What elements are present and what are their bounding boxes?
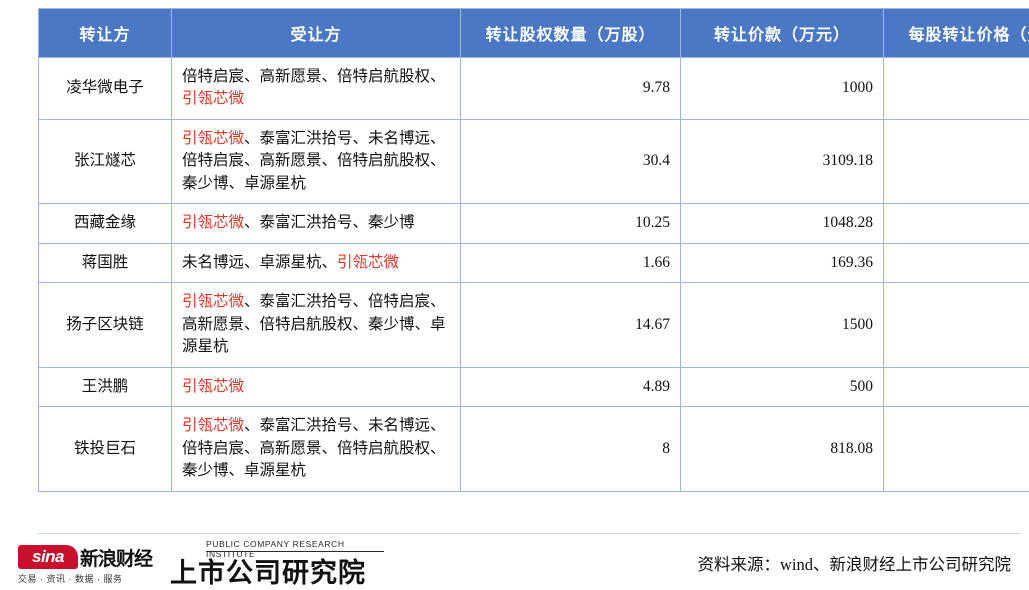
footer: sina 新浪财经 交易 · 资讯 · 数据 · 服务 PUBLIC COMPA… <box>0 533 1029 589</box>
cell-price: 102.28 <box>884 119 1029 203</box>
transferee-highlight: 引瓴芯微 <box>182 378 244 395</box>
cell-shares: 4.89 <box>461 367 681 406</box>
cell-shares: 30.4 <box>461 119 681 203</box>
column-header-price: 每股转让价格（元） <box>884 9 1029 58</box>
transferee-text: 未名博远、卓源星杭、 <box>182 254 337 271</box>
transferee-text: 倍特启宸、高新愿景、倍特启航股权、 <box>182 68 446 85</box>
cell-amount: 169.36 <box>681 243 884 282</box>
cell-price: 102.25 <box>884 283 1029 367</box>
cell-transferee: 引瓴芯微、泰富汇洪拾号、未名博远、倍特启宸、高新愿景、倍特启航股权、秦少博、卓源… <box>172 119 461 203</box>
table-row: 扬子区块链引瓴芯微、泰富汇洪拾号、倍特启宸、高新愿景、倍特启航股权、秦少博、卓源… <box>39 283 1029 367</box>
cell-shares: 14.67 <box>461 283 681 367</box>
cell-shares: 10.25 <box>461 204 681 243</box>
cell-transferor: 铁投巨石 <box>39 407 172 491</box>
left-margin <box>0 0 38 589</box>
transferee-text: 、泰富汇洪拾号、秦少博 <box>244 214 415 231</box>
cell-price: 102.25 <box>884 367 1029 406</box>
cell-transferor: 蒋国胜 <box>39 243 172 282</box>
cell-transferee: 未名博远、卓源星杭、引瓴芯微 <box>172 243 461 282</box>
sina-logo-mark: sina <box>18 545 78 569</box>
cell-shares: 1.66 <box>461 243 681 282</box>
footer-divider <box>38 533 1021 534</box>
cell-shares: 9.78 <box>461 58 681 120</box>
cell-transferee: 引瓴芯微、泰富汇洪拾号、倍特启宸、高新愿景、倍特启航股权、秦少博、卓源星杭 <box>172 283 461 367</box>
cell-transferor: 扬子区块链 <box>39 283 172 367</box>
cell-transferee: 引瓴芯微、泰富汇洪拾号、未名博远、倍特启宸、高新愿景、倍特启航股权、秦少博、卓源… <box>172 407 461 491</box>
sina-finance-logo: sina 新浪财经 交易 · 资讯 · 数据 · 服务 <box>18 541 158 585</box>
institute-cn-label: 上市公司研究院 <box>170 551 366 590</box>
table-row: 铁投巨石引瓴芯微、泰富汇洪拾号、未名博远、倍特启宸、高新愿景、倍特启航股权、秦少… <box>39 407 1029 491</box>
research-institute-logo: PUBLIC COMPANY RESEARCH INSTITUTE 上市公司研究… <box>170 539 385 585</box>
sina-logo-sublabel: 交易 · 资讯 · 数据 · 服务 <box>18 572 123 585</box>
cell-amount: 1500 <box>681 283 884 367</box>
cell-price: 102.02 <box>884 243 1029 282</box>
cell-price: 102.27 <box>884 204 1029 243</box>
cell-transferor: 王洪鹏 <box>39 367 172 406</box>
transferee-highlight: 引瓴芯微 <box>182 130 244 147</box>
cell-transferor: 西藏金缘 <box>39 204 172 243</box>
cell-shares: 8 <box>461 407 681 491</box>
cell-transferee: 引瓴芯微 <box>172 367 461 406</box>
transferee-highlight: 引瓴芯微 <box>182 90 244 107</box>
cell-transferor: 凌华微电子 <box>39 58 172 120</box>
transferee-highlight: 引瓴芯微 <box>182 417 244 434</box>
equity-transfer-table: 转让方 受让方 转让股权数量（万股） 转让价款（万元） 每股转让价格（元） 凌华… <box>38 8 1029 492</box>
transferee-highlight: 引瓴芯微 <box>337 254 399 271</box>
table-body: 凌华微电子倍特启宸、高新愿景、倍特启航股权、引瓴芯微9.781000102.25… <box>39 58 1029 492</box>
cell-amount: 818.08 <box>681 407 884 491</box>
column-header-transferor: 转让方 <box>39 9 172 58</box>
cell-amount: 500 <box>681 367 884 406</box>
cell-transferee: 引瓴芯微、泰富汇洪拾号、秦少博 <box>172 204 461 243</box>
cell-amount: 3109.18 <box>681 119 884 203</box>
cell-price: 102.25 <box>884 58 1029 120</box>
transferee-highlight: 引瓴芯微 <box>182 293 244 310</box>
cell-price: 102.26 <box>884 407 1029 491</box>
table-header: 转让方 受让方 转让股权数量（万股） 转让价款（万元） 每股转让价格（元） <box>39 9 1029 58</box>
cell-amount: 1000 <box>681 58 884 120</box>
column-header-amount: 转让价款（万元） <box>681 9 884 58</box>
source-note: 资料来源：wind、新浪财经上市公司研究院 <box>698 551 1012 575</box>
column-header-shares: 转让股权数量（万股） <box>461 9 681 58</box>
cell-transferee: 倍特启宸、高新愿景、倍特启航股权、引瓴芯微 <box>172 58 461 120</box>
table-row: 张江燧芯引瓴芯微、泰富汇洪拾号、未名博远、倍特启宸、高新愿景、倍特启航股权、秦少… <box>39 119 1029 203</box>
header-row: 转让方 受让方 转让股权数量（万股） 转让价款（万元） 每股转让价格（元） <box>39 9 1029 58</box>
transferee-highlight: 引瓴芯微 <box>182 214 244 231</box>
sina-logo-label: 新浪财经 <box>80 544 152 571</box>
column-header-transferee: 受让方 <box>172 9 461 58</box>
cell-amount: 1048.28 <box>681 204 884 243</box>
cell-transferor: 张江燧芯 <box>39 119 172 203</box>
